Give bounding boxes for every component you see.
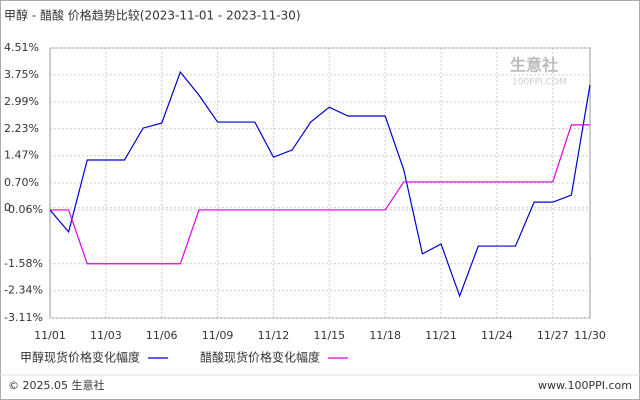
x-tick-label: 11/15 — [313, 329, 345, 342]
y-tick-label: 2.23% — [4, 122, 39, 135]
footer-site: www.100PPI.com — [538, 379, 632, 392]
chart-title: 甲醇 - 醋酸 价格趋势比较(2023-11-01 - 2023-11-30) — [4, 8, 301, 23]
y-tick-label: 0 — [4, 201, 11, 214]
x-tick-label: 11/18 — [369, 329, 401, 342]
x-tick-label: 11/27 — [537, 329, 569, 342]
y-tick-label: -3.11% — [4, 311, 43, 324]
x-tick-label: 11/01 — [34, 329, 66, 342]
x-tick-label: 11/03 — [90, 329, 122, 342]
y-tick-label: 4.51% — [4, 41, 39, 54]
y-tick-label: 1.47% — [4, 149, 39, 162]
y-tick-label: -1.58% — [4, 257, 43, 270]
watermark: 生意社 — [510, 56, 558, 75]
y-tick-label: -2.34% — [4, 284, 43, 297]
x-tick-label: 11/21 — [425, 329, 457, 342]
y-tick-label: 0.70% — [4, 176, 39, 189]
series-line — [49, 70, 591, 298]
y-tick-label: -0.06% — [4, 203, 43, 216]
y-tick-label: 3.75% — [4, 68, 39, 81]
x-tick-label: 11/24 — [481, 329, 513, 342]
footer-copyright: © 2025.05 生意社 — [8, 378, 104, 392]
legend-label: 甲醇现货价格变化幅度 — [20, 350, 140, 365]
x-tick-label: 11/30 — [574, 329, 606, 342]
x-tick-label: 11/09 — [202, 329, 234, 342]
x-tick-label: 11/06 — [146, 329, 178, 342]
y-tick-label: 2.99% — [4, 95, 39, 108]
series-line — [50, 124, 590, 265]
watermark-site: 100PPI.COM — [512, 78, 567, 88]
legend-label: 醋酸现货价格变化幅度 — [200, 350, 320, 365]
x-tick-label: 11/12 — [258, 329, 290, 342]
